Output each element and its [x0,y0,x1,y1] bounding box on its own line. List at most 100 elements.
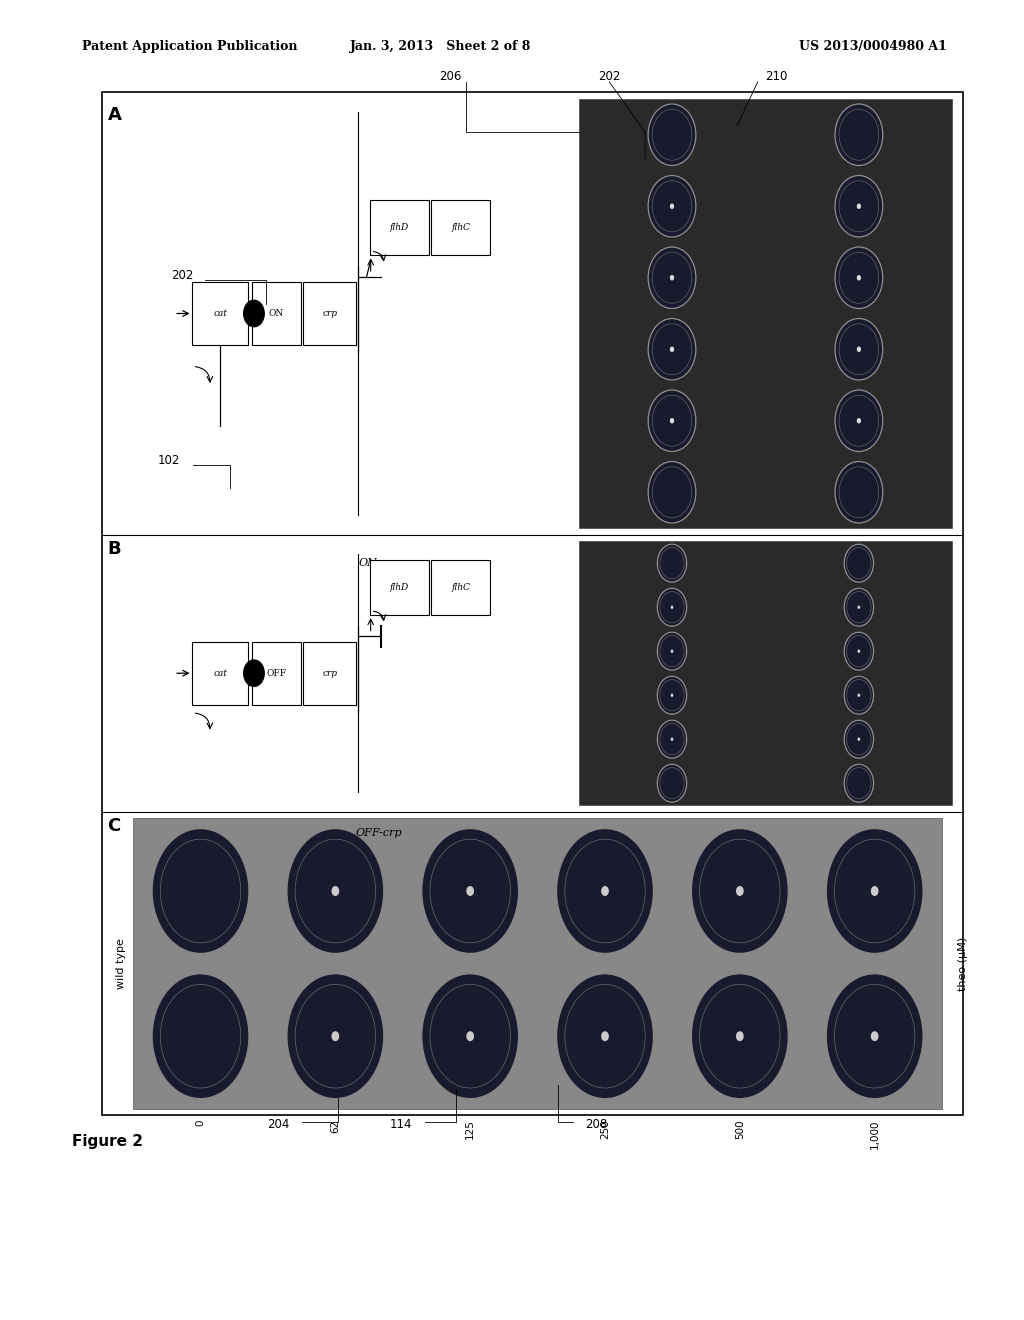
Circle shape [835,176,883,238]
FancyBboxPatch shape [370,560,429,615]
Circle shape [671,606,674,609]
Text: 102: 102 [158,454,180,467]
Circle shape [153,829,249,953]
Text: A: A [108,106,122,124]
Circle shape [736,1031,743,1041]
FancyBboxPatch shape [303,281,356,346]
Text: 204: 204 [267,1118,290,1131]
Circle shape [657,676,687,714]
Circle shape [670,203,674,209]
Circle shape [844,544,873,582]
Text: flhC: flhC [452,583,470,591]
Text: 210: 210 [765,70,787,83]
Text: 250: 250 [600,1119,610,1139]
Circle shape [648,318,696,380]
Circle shape [736,886,743,896]
Text: OFF-crp: OFF-crp [355,828,402,838]
Circle shape [870,886,879,896]
Text: 1,000: 1,000 [869,1119,880,1148]
Text: Patent Application Publication: Patent Application Publication [82,40,297,53]
Circle shape [657,544,687,582]
Circle shape [648,247,696,309]
Circle shape [671,693,674,697]
Text: 208: 208 [585,1118,607,1131]
Circle shape [657,721,687,758]
Circle shape [648,176,696,238]
Circle shape [657,589,687,626]
FancyBboxPatch shape [252,281,301,346]
Circle shape [657,764,687,803]
Text: C: C [108,817,121,836]
Circle shape [857,606,860,609]
Text: Figure 2: Figure 2 [72,1134,142,1150]
Text: OFF: OFF [266,669,287,677]
Text: ON-crp: ON-crp [358,558,399,569]
Circle shape [657,632,687,671]
FancyBboxPatch shape [193,642,248,705]
Circle shape [557,974,653,1098]
FancyBboxPatch shape [102,92,963,1115]
Text: 114: 114 [390,1118,413,1131]
Circle shape [601,886,609,896]
Circle shape [648,462,696,523]
Circle shape [870,1031,879,1041]
Circle shape [857,418,861,424]
Circle shape [244,660,264,686]
Text: Jan. 3, 2013   Sheet 2 of 8: Jan. 3, 2013 Sheet 2 of 8 [349,40,531,53]
Text: 500: 500 [735,1119,744,1139]
Text: theo (μM): theo (μM) [957,936,968,991]
Circle shape [422,829,518,953]
FancyBboxPatch shape [303,642,356,705]
Circle shape [244,301,264,327]
Text: 0: 0 [196,1119,206,1126]
Circle shape [857,738,860,741]
Circle shape [691,974,788,1098]
Circle shape [857,203,861,209]
Text: B: B [108,540,121,558]
Text: wild type: wild type [116,939,126,989]
Text: 62: 62 [331,1119,340,1133]
Circle shape [844,632,873,671]
Circle shape [835,318,883,380]
FancyBboxPatch shape [133,818,942,1109]
Circle shape [670,346,674,352]
Text: flhC: flhC [452,223,470,232]
Circle shape [287,829,384,953]
Circle shape [466,1031,474,1041]
Circle shape [857,275,861,281]
Circle shape [826,829,923,953]
FancyBboxPatch shape [193,281,248,346]
Circle shape [670,418,674,424]
Circle shape [835,462,883,523]
Circle shape [601,1031,609,1041]
FancyBboxPatch shape [252,642,301,705]
Circle shape [153,974,249,1098]
FancyBboxPatch shape [370,199,429,256]
Text: 206: 206 [439,70,462,83]
Circle shape [557,829,653,953]
Text: 202: 202 [171,269,194,282]
Text: cat: cat [213,309,227,318]
Circle shape [844,589,873,626]
Circle shape [332,886,339,896]
FancyBboxPatch shape [431,199,490,256]
FancyBboxPatch shape [579,99,952,528]
Circle shape [648,389,696,451]
Text: ON: ON [269,309,284,318]
Text: flhD: flhD [390,583,409,591]
Circle shape [648,104,696,165]
FancyBboxPatch shape [579,541,952,805]
Circle shape [844,721,873,758]
Circle shape [826,974,923,1098]
FancyBboxPatch shape [431,560,490,615]
Circle shape [466,886,474,896]
Text: crp: crp [323,309,337,318]
Circle shape [835,389,883,451]
Circle shape [844,764,873,803]
Circle shape [844,676,873,714]
Circle shape [671,738,674,741]
Text: cat: cat [213,669,227,677]
Circle shape [857,346,861,352]
Text: flhD: flhD [390,223,409,232]
Text: US 2013/0004980 A1: US 2013/0004980 A1 [799,40,946,53]
